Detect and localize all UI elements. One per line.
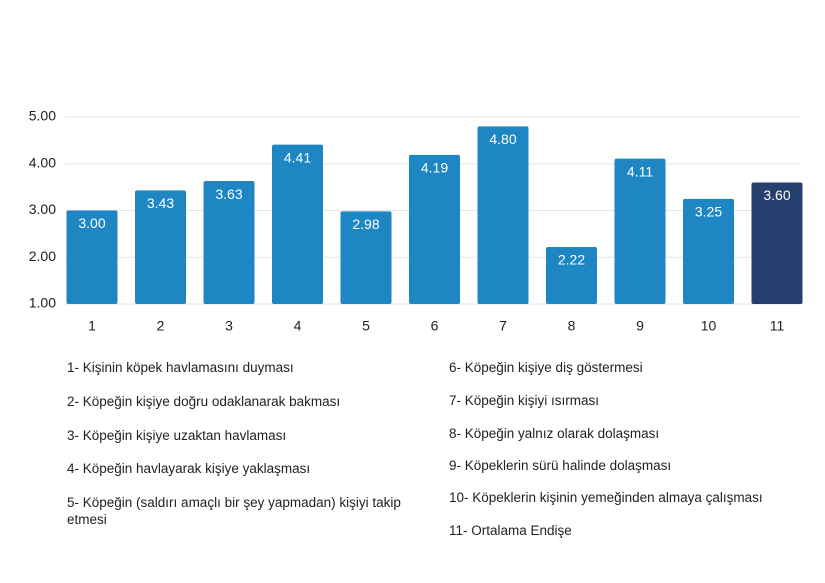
x-tick-label: 11 xyxy=(770,318,785,334)
x-tick-label: 4 xyxy=(294,318,302,334)
value-label: 3.60 xyxy=(763,187,790,203)
legend-item: 8- Köpeğin yalnız olarak dolaşması xyxy=(449,426,660,441)
x-tick-label: 7 xyxy=(499,318,507,334)
y-tick-label: 1.00 xyxy=(29,295,56,311)
x-tick-label: 2 xyxy=(157,318,165,334)
legend-item: 6- Köpeğin kişiye diş göstermesi xyxy=(449,360,643,375)
legend-item: 4- Köpeğin havlayarak kişiye yaklaşması xyxy=(67,461,311,476)
legend-item: 2- Köpeğin kişiye doğru odaklanarak bakm… xyxy=(67,394,341,409)
value-label: 2.98 xyxy=(352,216,379,232)
bar xyxy=(272,144,323,304)
y-tick-label: 2.00 xyxy=(29,248,56,264)
value-label: 3.43 xyxy=(147,195,174,211)
legend-item: 7- Köpeğin kişiyi ısırması xyxy=(449,393,600,408)
x-tick-label: 9 xyxy=(636,318,644,334)
value-label: 3.63 xyxy=(215,186,242,202)
legend-item: 1- Kişinin köpek havlamasını duyması xyxy=(67,360,294,375)
y-tick-label: 4.00 xyxy=(29,154,56,170)
value-label: 4.11 xyxy=(627,163,653,179)
x-tick-label: 1 xyxy=(88,318,96,334)
bar xyxy=(614,158,666,304)
value-label: 3.00 xyxy=(78,215,105,231)
x-tick-label: 6 xyxy=(431,318,439,334)
legend-item: 10- Köpeklerin kişinin yemeğinden almaya… xyxy=(449,490,763,505)
legend-item: 3- Köpeğin kişiye uzaktan havlaması xyxy=(67,428,287,443)
value-label: 2.22 xyxy=(558,252,585,268)
legend-item: 11- Ortalama Endişe xyxy=(449,523,572,538)
bar xyxy=(409,154,460,304)
legend-item: 5- Köpeğin (saldırı amaçlı bir şey yapma… xyxy=(67,495,401,527)
value-label: 4.80 xyxy=(489,131,516,147)
y-tick-label: 5.00 xyxy=(29,108,56,124)
x-tick-label: 5 xyxy=(362,318,370,334)
value-label: 4.19 xyxy=(421,160,448,176)
bar xyxy=(135,190,186,304)
bar xyxy=(477,126,529,304)
y-tick-label: 3.00 xyxy=(29,201,56,217)
bar xyxy=(66,210,118,304)
x-tick-label: 3 xyxy=(225,318,233,334)
bar xyxy=(683,198,734,304)
value-label: 4.41 xyxy=(284,149,311,165)
x-tick-label: 10 xyxy=(701,318,717,334)
x-tick-label: 8 xyxy=(568,318,576,334)
legend-item: 9- Köpeklerin sürü halinde dolaşması xyxy=(449,458,672,473)
bar xyxy=(546,246,597,304)
value-label: 3.25 xyxy=(695,204,722,220)
bar xyxy=(340,211,392,304)
bar xyxy=(203,181,255,304)
bar xyxy=(751,182,803,304)
